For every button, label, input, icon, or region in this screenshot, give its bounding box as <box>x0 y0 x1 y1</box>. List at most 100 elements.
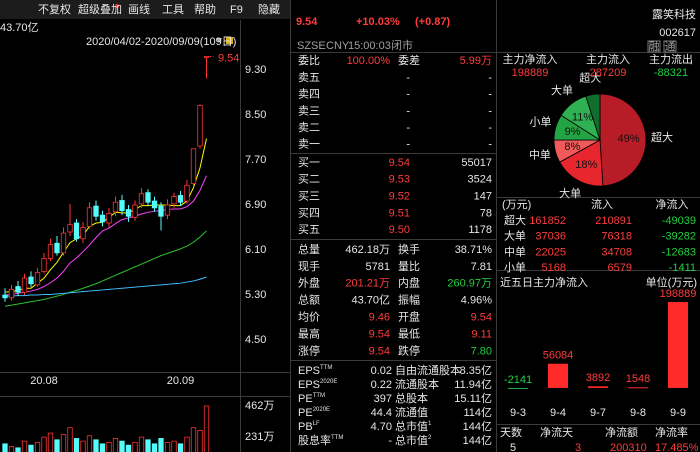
price: 9.54 <box>296 16 318 28</box>
volume-bar <box>2 443 8 452</box>
change-pct: +10.03% <box>356 16 400 28</box>
volume-bar <box>106 442 112 452</box>
stat-value: 9.54 <box>471 312 492 324</box>
fund-value: 144亿 <box>463 434 492 447</box>
fund-label-main: 股息率 <box>298 433 331 447</box>
quote-meta: 闭市 <box>391 38 413 52</box>
stat-value: 9.11 <box>471 328 492 340</box>
stat-label: 总量 <box>298 242 320 256</box>
volume-bar <box>177 443 184 452</box>
flow-value: -88321 <box>654 67 688 79</box>
bar-value: 3892 <box>586 372 610 384</box>
bid-price: 9.52 <box>389 191 410 203</box>
x-tick-label: 9-8 <box>630 407 646 419</box>
bar-value: 1548 <box>626 373 650 385</box>
toolbar-button[interactable]: 帮助 <box>194 2 216 16</box>
bar <box>588 386 608 388</box>
volume-bar <box>21 440 28 452</box>
fund-label-sup: LF <box>313 421 320 427</box>
candle-body <box>86 207 93 227</box>
bid-volume: 55017 <box>461 157 492 169</box>
toolbar-button[interactable]: 不复权 <box>38 2 71 16</box>
volume-bar <box>138 436 145 452</box>
chart-title: 近五日主力净流入 <box>500 275 588 289</box>
table-cell: 210891 <box>595 215 632 227</box>
ask-label: 卖五 <box>298 71 320 84</box>
bar <box>508 387 528 389</box>
change: (+0.87) <box>415 16 450 28</box>
fund-label-sup: TTM <box>331 435 343 441</box>
ma-line <box>4 175 207 296</box>
table-cell: 76318 <box>601 231 632 243</box>
ma-line <box>5 276 207 297</box>
fund-value: 11.94亿 <box>454 378 492 391</box>
candle-body <box>151 200 158 209</box>
summary-label: 净流额 <box>605 425 638 439</box>
volume-bar <box>171 440 177 452</box>
bar <box>548 363 568 388</box>
summary-value: 17.485% <box>655 442 699 452</box>
stat-label: 振幅 <box>398 293 420 307</box>
volume-bar <box>158 438 164 452</box>
row-value: 100.00% <box>347 55 391 67</box>
fund-value: 114亿 <box>463 406 492 419</box>
stat-value: 4.96% <box>461 295 492 307</box>
candle-body <box>34 272 41 286</box>
stat-value: 201.21万 <box>345 278 390 290</box>
volume-bar <box>93 439 99 452</box>
fund-label-main: PE <box>298 393 313 405</box>
ask-volume: - <box>488 122 492 134</box>
volume-bar <box>151 443 158 452</box>
slice-label: 8% <box>564 141 580 153</box>
summary-value: 200310 <box>610 442 647 452</box>
stat-value: 7.80 <box>471 345 492 357</box>
slice-name: 超大 <box>579 71 601 85</box>
candle-body <box>99 214 106 223</box>
candle-body <box>171 196 177 205</box>
fund-label-main: PE <box>298 407 313 419</box>
fund-value: 144亿 <box>463 420 492 433</box>
ma-line <box>4 230 207 307</box>
table-header: 净流入 <box>656 197 689 211</box>
y-tick-label: 7.70 <box>245 154 266 166</box>
summary-value: 5 <box>510 442 516 452</box>
bid-price: 9.50 <box>389 224 410 236</box>
date-range: 2020/04/02-2020/09/09(109日) <box>86 36 236 48</box>
y-tick-label: 6.10 <box>245 244 266 256</box>
toolbar-button[interactable]: 隐藏 <box>258 3 280 16</box>
stat-value: 38.71% <box>455 244 493 256</box>
lock-icon <box>226 37 233 44</box>
fund-label-sup: 2020E <box>320 379 337 385</box>
toolbar-button[interactable]: 超级叠加 <box>78 2 122 16</box>
bid-volume: 147 <box>474 191 492 203</box>
bid-price: 9.53 <box>389 174 410 186</box>
table-cell: 37036 <box>535 231 566 243</box>
volume-bar <box>15 447 21 452</box>
fund-label: 流通股本 <box>395 377 439 391</box>
turnover-label: 43.70亿 <box>0 21 39 34</box>
fund-label-main: 自由流通股本 <box>395 363 461 377</box>
summary-label: 天数 <box>500 426 522 439</box>
x-tick-label: 20.09 <box>167 375 195 387</box>
toolbar-button[interactable]: 画线 <box>128 2 150 16</box>
table-cell: -1411 <box>669 262 696 274</box>
quote-meta: 15:00:03 <box>348 40 391 52</box>
stat-label: 总额 <box>298 293 320 307</box>
volume-bar <box>34 442 41 452</box>
fund-label: EPSTTM <box>298 365 332 377</box>
bid-label: 买一 <box>298 156 320 169</box>
ask-price: - <box>406 105 410 117</box>
volume-bar <box>190 427 197 452</box>
volume-bar <box>73 438 80 452</box>
volume-bar <box>119 440 125 452</box>
x-tick-label: 20.08 <box>30 375 58 387</box>
x-tick-label: 9-9 <box>670 407 686 419</box>
toolbar-button[interactable]: 工具 <box>162 3 184 16</box>
toolbar-button[interactable]: F9 <box>230 4 243 16</box>
tag-box <box>647 40 661 53</box>
bid-volume: 3524 <box>468 174 492 186</box>
slice-name: 小单 <box>529 116 551 129</box>
bar <box>628 387 648 389</box>
table-label: 小单 <box>504 261 526 274</box>
fund-value: 0.02 <box>371 365 392 377</box>
